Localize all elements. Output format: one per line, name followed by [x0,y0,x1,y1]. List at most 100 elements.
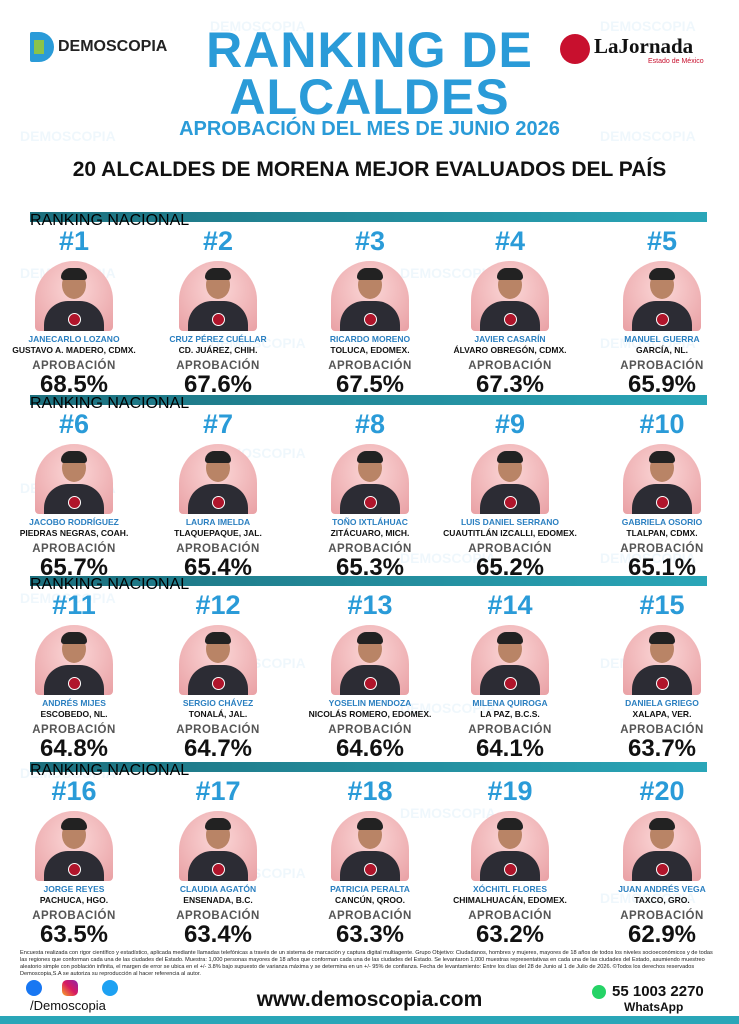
title-line-2: ALCALDES [229,69,510,125]
photo-hair [61,451,87,463]
mayor-name: CLAUDIA AGATÓN [179,884,257,894]
photo [331,625,409,695]
photo-hair [649,451,675,463]
section-label: RANKING NACIONAL [30,212,190,229]
mayor-name: LUIS DANIEL SERRANO [460,517,560,527]
photo-hair [497,818,523,830]
approval: 63.5% [39,921,109,948]
party-badge [212,313,225,326]
mayor-card: #19 XÓCHITL FLORES CHIMALHUACÁN, EDOMEX. AP… [435,778,585,948]
phone: 55 1003 2270 [612,983,704,1000]
photo [623,625,701,695]
mayor-place: XALAPA, VER. [632,709,692,719]
mayor-name: JANECARLO LOZANO [28,334,120,344]
mayor-place: ESCOBEDO, NL. [40,709,108,719]
metric-label: APROBACIÓN [176,360,260,372]
party-badge [364,496,377,509]
approval: 63.3% [335,921,405,948]
photo-hair [61,632,87,644]
party-badge [364,677,377,690]
disclaimer: Encuesta realizada con rigor científico … [20,950,713,977]
title-line-1: RANKING DE [206,22,533,78]
subtitle: APROBACIÓN DEL MES DE JUNIO 2026 [179,118,560,140]
twitter-icon[interactable] [102,980,118,996]
photo-hair [357,451,383,463]
mayor-place: LA PAZ, B.C.S. [480,709,540,719]
rank: #14 [487,590,533,620]
approval: 63.7% [627,735,697,762]
facebook-icon[interactable] [26,980,42,996]
mayor-name: DANIELA GRIEGO [625,698,699,708]
website[interactable]: www.demoscopia.com [256,988,483,1011]
partner-icon [560,34,590,64]
rank: #4 [494,226,526,256]
mayor-card: #12 SERGIO CHÁVEZ TONALÁ, JAL. APROBACIÓN 64… [143,592,293,762]
mayor-place: ZITÁCUARO, MICH. [330,528,410,538]
mayor-place: ENSENADA, B.C. [183,895,253,905]
photo [331,261,409,331]
metric-label: APROBACIÓN [620,360,704,372]
mayor-place: CANCÚN, QROO. [335,895,405,905]
rank: #5 [646,226,678,256]
watermark: DEMOSCOPIA [600,550,696,566]
rank: #9 [494,409,526,439]
photo-hair [497,632,523,644]
watermark: DEMOSCOPIA [600,18,696,34]
section-strip: RANKING NACIONAL [30,395,707,412]
metric-label: APROBACIÓN [468,543,552,555]
party-badge [212,863,225,876]
photo [471,444,549,514]
party-badge [504,863,517,876]
watermark: DEMOSCOPIA [20,590,116,606]
approval: 65.9% [627,371,697,398]
party-badge [504,677,517,690]
party-badge [364,863,377,876]
approval: 68.5% [39,371,109,398]
mayor-name: PATRICIA PERALTA [330,884,410,894]
photo [179,444,257,514]
photo-hair [61,818,87,830]
mayor-name: MANUEL GUERRA [624,334,700,344]
party-badge [504,496,517,509]
approval: 64.7% [183,735,253,762]
mayor-card: #3 RICARDO MORENO TOLUCA, EDOMEX. APROBACIÓ… [295,228,445,398]
photo-hair [205,818,231,830]
mayor-place: NICOLÁS ROMERO, EDOMEX. [308,709,432,719]
metric-label: APROBACIÓN [176,724,260,736]
rank: #11 [52,590,96,620]
photo-hair [649,818,675,830]
metric-label: APROBACIÓN [32,724,116,736]
photo-hair [357,632,383,644]
photo [179,811,257,881]
watermark: DEMOSCOPIA [600,890,696,906]
mayor-name: MILENA QUIROGA [472,698,548,708]
mayor-place: TLALPAN, CDMX. [626,528,698,538]
section-label: RANKING NACIONAL [30,576,190,593]
metric-label: APROBACIÓN [328,724,412,736]
mayor-name: ANDRÉS MIJES [42,698,106,708]
mayor-card: #17 CLAUDIA AGATÓN ENSENADA, B.C. APROBACIÓ… [143,778,293,948]
photo [35,625,113,695]
party-badge [212,496,225,509]
metric-label: APROBACIÓN [620,543,704,555]
mayor-place: GUSTAVO A. MADERO, CDMX. [12,345,136,355]
instagram-icon[interactable] [62,980,78,996]
partner: LaJornada [594,34,694,58]
photo-hair [497,268,523,280]
mayor-name: RICARDO MORENO [329,334,411,344]
rank: #7 [202,409,234,439]
mayor-card: #8 TOÑO IXTLÁHUAC ZITÁCUARO, MICH. APROBACI… [295,411,445,581]
rank: #18 [347,776,393,806]
approval: 64.6% [335,735,405,762]
rank: #13 [347,590,393,620]
mayor-place: PIEDRAS NEGRAS, COAH. [19,528,129,538]
mayor-card: #1 JANECARLO LOZANO GUSTAVO A. MADERO, CDM… [0,228,149,398]
whatsapp-icon [592,985,606,999]
metric-label: APROBACIÓN [620,724,704,736]
mayor-card: #13 YOSELIN MENDOZA NICOLÁS ROMERO, EDOMEX… [295,592,445,762]
watermark: DEMOSCOPIA [600,128,696,144]
photo [471,625,549,695]
metric-label: APROBACIÓN [176,543,260,555]
photo [331,444,409,514]
watermark: DEMOSCOPIA [400,805,496,821]
